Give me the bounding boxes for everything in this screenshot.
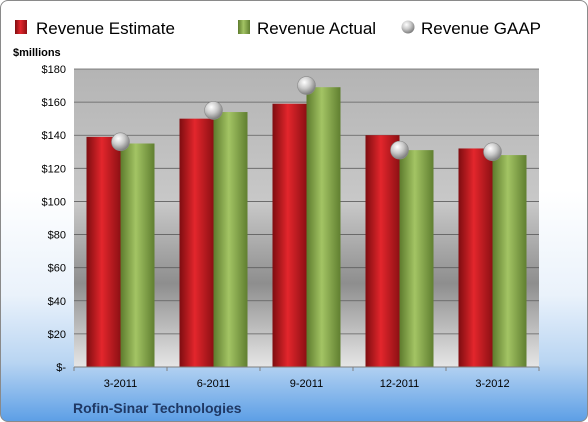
y-axis-ticks: $- $20 $40 $60 $80 $100 $120 $140 $160 $180 bbox=[42, 64, 67, 374]
bar-revenue-estimate bbox=[458, 148, 493, 367]
y-unit-label: $millions bbox=[13, 47, 61, 59]
company-name: Rofin-Sinar Technologies bbox=[73, 400, 242, 416]
bar-revenue-actual bbox=[213, 112, 248, 368]
bar-revenue-actual bbox=[399, 150, 434, 367]
y-tick-label: $- bbox=[56, 362, 66, 374]
legend-swatch-estimate bbox=[15, 20, 27, 34]
x-tick-label: 3-2012 bbox=[475, 378, 509, 390]
y-tick-label: $40 bbox=[48, 296, 66, 308]
y-tick-label: $60 bbox=[48, 263, 66, 275]
y-tick-label: $120 bbox=[42, 163, 66, 175]
x-tick-label: 6-2011 bbox=[197, 378, 230, 390]
bar-revenue-actual bbox=[120, 143, 155, 367]
bar-revenue-estimate bbox=[86, 136, 121, 367]
legend-swatch-actual bbox=[238, 20, 250, 34]
legend-swatch-gaap bbox=[401, 20, 415, 34]
y-tick-label: $140 bbox=[42, 130, 66, 142]
legend: Revenue Estimate Revenue Actual Revenue … bbox=[15, 19, 541, 38]
y-tick-label: $20 bbox=[48, 329, 66, 341]
x-tick-label: 9-2011 bbox=[290, 378, 323, 390]
marker-revenue-gaap bbox=[111, 132, 130, 152]
x-tick-label: 3-2011 bbox=[104, 378, 137, 390]
marker-revenue-gaap bbox=[483, 142, 502, 162]
legend-label-actual: Revenue Actual bbox=[257, 19, 376, 38]
legend-label-estimate: Revenue Estimate bbox=[36, 19, 175, 38]
bar-revenue-estimate bbox=[179, 118, 214, 368]
x-axis-ticks: 3-2011 6-2011 9-2011 12-2011 3-2012 bbox=[73, 367, 540, 390]
gaap-markers bbox=[111, 76, 502, 162]
y-tick-label: $80 bbox=[48, 230, 66, 242]
y-tick-label: $160 bbox=[42, 97, 66, 109]
marker-revenue-gaap bbox=[297, 76, 316, 95]
y-tick-label: $180 bbox=[42, 64, 66, 76]
y-tick-label: $100 bbox=[42, 196, 66, 208]
bar-revenue-estimate bbox=[272, 103, 307, 368]
bar-revenue-actual bbox=[306, 87, 341, 367]
x-tick-label: 12-2011 bbox=[380, 378, 420, 390]
legend-label-gaap: Revenue GAAP bbox=[421, 19, 541, 38]
bar-revenue-estimate bbox=[365, 135, 400, 367]
marker-revenue-gaap bbox=[204, 101, 223, 120]
marker-revenue-gaap bbox=[390, 140, 409, 160]
bar-revenue-actual bbox=[492, 155, 527, 367]
bars bbox=[86, 87, 527, 368]
